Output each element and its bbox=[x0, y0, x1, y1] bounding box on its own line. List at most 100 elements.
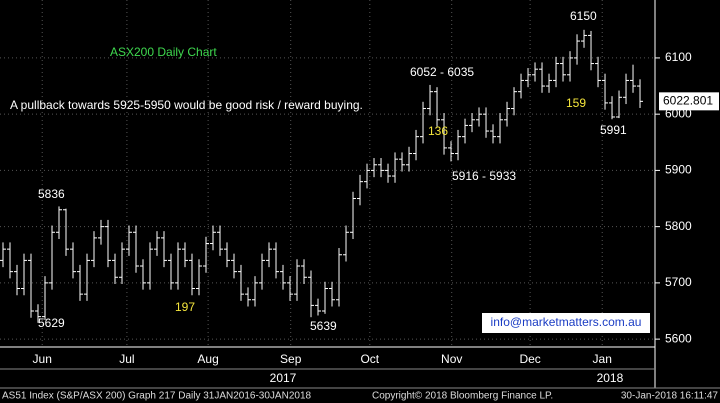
x-tick-label: Jan bbox=[593, 352, 612, 366]
ohlc-bar bbox=[63, 208, 70, 256]
chart-subtitle: A pullback towards 5925-5950 would be go… bbox=[10, 98, 363, 112]
ohlc-bar bbox=[273, 242, 280, 279]
ohlc-bar bbox=[532, 62, 539, 82]
ohlc-bar bbox=[616, 90, 623, 119]
x-tick-label: Aug bbox=[197, 352, 218, 366]
ohlc-bar bbox=[609, 96, 616, 120]
ohlc-bar bbox=[189, 253, 196, 296]
ohlc-bar bbox=[224, 242, 231, 268]
ohlc-bar bbox=[441, 113, 448, 155]
annotation: 5916 - 5933 bbox=[452, 169, 516, 183]
ohlc-bar bbox=[168, 253, 175, 290]
ohlc-bar bbox=[546, 73, 553, 93]
ohlc-bar bbox=[266, 242, 273, 268]
ohlc-bar bbox=[56, 206, 63, 240]
footer-right: 30-Jan-2018 16:11:47 bbox=[621, 391, 719, 402]
ohlc-bar bbox=[42, 276, 49, 321]
ohlc-bar bbox=[336, 248, 343, 307]
ohlc-bar bbox=[84, 253, 91, 301]
x-tick-label: Dec bbox=[519, 352, 540, 366]
contact: info@marketmatters.com.au bbox=[491, 315, 642, 329]
ohlc-bar bbox=[637, 79, 644, 108]
ohlc-bar bbox=[511, 87, 518, 116]
annotation: 197 bbox=[175, 300, 195, 314]
contact-box bbox=[482, 313, 650, 333]
ohlc-bar bbox=[427, 84, 434, 116]
last-price-label: 6022.801 bbox=[663, 94, 713, 108]
ohlc-bar bbox=[91, 231, 98, 268]
ohlc-bar bbox=[140, 259, 147, 290]
ohlc-bar bbox=[287, 276, 294, 301]
ohlc-bar bbox=[518, 73, 525, 99]
ohlc-bar bbox=[483, 107, 490, 138]
y-tick-label: 5800 bbox=[665, 219, 692, 233]
ohlc-bar bbox=[476, 107, 483, 127]
ohlc-bar bbox=[203, 236, 210, 273]
y-tick-label: 5700 bbox=[665, 275, 692, 289]
ohlc-bar bbox=[315, 298, 322, 316]
annotation: 5639 bbox=[310, 319, 337, 333]
ohlc-bar bbox=[238, 264, 245, 301]
ohlc-bar bbox=[35, 304, 42, 323]
annotation: 5991 bbox=[600, 123, 627, 137]
annotation: 5836 bbox=[38, 187, 65, 201]
ohlc-bar bbox=[399, 152, 406, 172]
ohlc-bar bbox=[602, 73, 609, 110]
annotation: 6150 bbox=[570, 9, 597, 23]
ohlc-bar bbox=[504, 101, 511, 127]
ohlc-bar bbox=[392, 152, 399, 183]
annotation: 6052 - 6035 bbox=[410, 65, 474, 79]
y-tick-label: 5900 bbox=[665, 163, 692, 177]
ohlc-bar bbox=[210, 225, 217, 251]
y-tick-label: 6100 bbox=[665, 50, 692, 64]
x-tick-label: Nov bbox=[441, 352, 462, 366]
ohlc-bar bbox=[560, 56, 567, 82]
ohlc-bar bbox=[245, 287, 252, 307]
ohlc-bar bbox=[490, 124, 497, 144]
year-label: 2017 bbox=[270, 371, 297, 385]
x-tick-label: Jul bbox=[119, 352, 134, 366]
ohlc-bar bbox=[469, 113, 476, 133]
ohlc-bar bbox=[154, 231, 161, 256]
ohlc-bar bbox=[623, 73, 630, 105]
y-tick-label: 5600 bbox=[665, 331, 692, 345]
ohlc-bar bbox=[301, 259, 308, 285]
ohlc-bar bbox=[119, 242, 126, 285]
ohlc-bar bbox=[364, 163, 371, 189]
ohlc-bar bbox=[70, 242, 77, 279]
ohlc-bar bbox=[539, 62, 546, 93]
ohlc-bar bbox=[350, 191, 357, 240]
x-tick-label: Jun bbox=[33, 352, 52, 366]
ohlc-bar bbox=[385, 163, 392, 183]
year-label: 2018 bbox=[597, 371, 624, 385]
ohlc-bar bbox=[294, 259, 301, 301]
annotation: 5629 bbox=[38, 316, 65, 330]
ohlc-bar bbox=[413, 129, 420, 161]
footer-center: Copyright© 2018 Bloomberg Finance LP. bbox=[372, 391, 553, 402]
ohlc-bar bbox=[378, 158, 385, 178]
ohlc-bar bbox=[175, 242, 182, 290]
chart-title: ASX200 Daily Chart bbox=[110, 45, 217, 59]
ohlc-bar bbox=[77, 264, 84, 301]
ohlc-bar bbox=[217, 225, 224, 256]
ohlc-bar bbox=[462, 118, 469, 144]
ohlc-bar bbox=[448, 141, 455, 162]
ohlc-bar bbox=[161, 231, 168, 268]
ohlc-bar bbox=[595, 56, 602, 88]
ohlc-bar bbox=[105, 219, 112, 268]
ohlc-bar bbox=[497, 113, 504, 144]
ohlc-bar bbox=[525, 68, 532, 88]
ohlc-bar bbox=[182, 242, 189, 268]
ohlc-bar bbox=[28, 253, 35, 318]
ohlc-bar bbox=[630, 64, 637, 93]
ohlc-bar bbox=[49, 225, 56, 290]
ohlc-bar bbox=[280, 264, 287, 290]
ohlc-bar bbox=[259, 253, 266, 290]
x-tick-label: Oct bbox=[360, 352, 379, 366]
ohlc-bar bbox=[322, 281, 329, 314]
ohlc-bar bbox=[581, 29, 588, 48]
ohlc-bar bbox=[420, 101, 427, 144]
ohlc-bar bbox=[133, 225, 140, 273]
